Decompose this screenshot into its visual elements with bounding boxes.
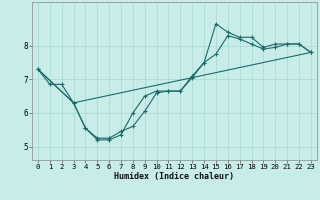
X-axis label: Humidex (Indice chaleur): Humidex (Indice chaleur)	[115, 172, 234, 181]
